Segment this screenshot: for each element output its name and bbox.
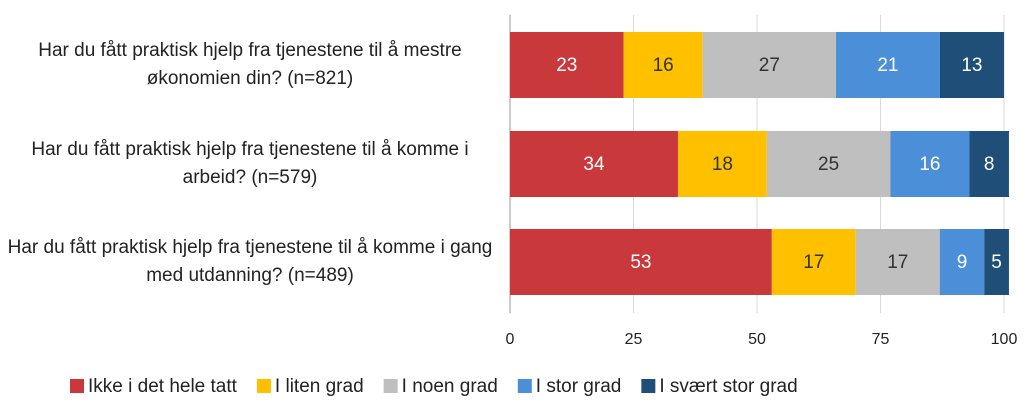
legend-label: Ikke i det hele tatt (88, 376, 238, 397)
legend-label: I stor grad (536, 376, 622, 397)
x-tick-label: 50 (748, 331, 766, 348)
bar-segment (766, 131, 891, 197)
data-label: 13 (961, 55, 982, 76)
bar-segment (771, 229, 856, 295)
data-label: 21 (877, 55, 898, 76)
legend-swatch (641, 379, 656, 393)
bar-segment (939, 32, 1004, 98)
x-tick-label: 25 (625, 331, 643, 348)
data-label: 25 (818, 154, 839, 175)
data-label: 9 (957, 252, 968, 273)
data-label: 27 (759, 55, 780, 76)
bar-segment (939, 229, 985, 295)
bar-segment (677, 131, 767, 197)
bar-segment (510, 229, 772, 295)
legend-swatch (70, 379, 84, 393)
legend-swatch (256, 379, 271, 393)
data-label: 53 (630, 252, 651, 273)
data-label: 18 (712, 154, 733, 175)
bar-segment (984, 229, 1009, 295)
category-label: Har du fått praktisk hjelp fra tjenesten… (7, 237, 493, 286)
bar-segment (855, 229, 940, 295)
bar-segment (890, 131, 970, 197)
bar-segment (623, 32, 703, 98)
data-label: 16 (653, 55, 674, 76)
bar-segment (702, 32, 837, 98)
x-tick-label: 0 (506, 331, 515, 348)
data-label: 16 (919, 154, 940, 175)
legend-swatch (517, 379, 532, 393)
bar-segment (836, 32, 940, 98)
data-label: 8 (984, 154, 995, 175)
bar-segment (510, 131, 678, 197)
data-label: 5 (991, 252, 1002, 273)
legend-label: I noen grad (402, 376, 498, 397)
category-label: Har du fått praktisk hjelp fra tjenesten… (38, 40, 462, 89)
data-label: 23 (556, 55, 577, 76)
legend-label: I liten grad (275, 376, 364, 397)
bar-segment (969, 131, 1009, 197)
legend-swatch (383, 379, 398, 393)
data-label: 17 (803, 252, 824, 273)
category-label: Har du fått praktisk hjelp fra tjenesten… (31, 139, 469, 188)
data-label: 17 (887, 252, 908, 273)
x-tick-label: 75 (872, 331, 890, 348)
bar-segment (510, 32, 624, 98)
data-label: 34 (583, 154, 605, 175)
legend-label: I svært stor grad (659, 376, 797, 397)
x-tick-label: 100 (991, 331, 1018, 348)
